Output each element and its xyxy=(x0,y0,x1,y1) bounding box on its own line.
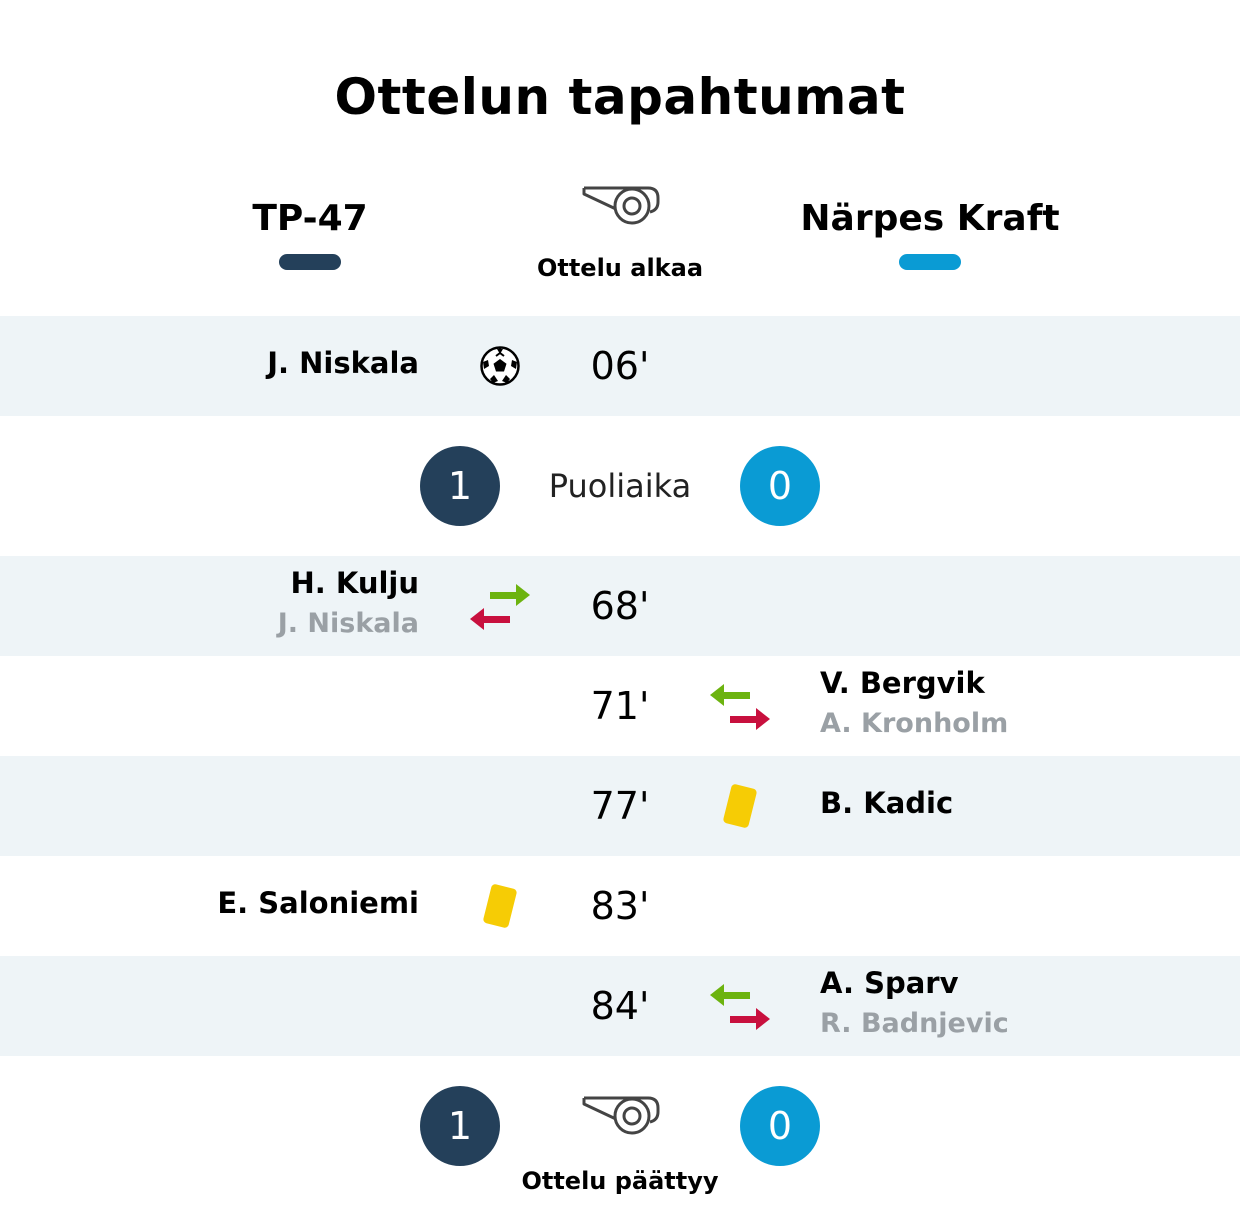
player-name: E. Saloniemi xyxy=(217,886,419,920)
event-minute: 06' xyxy=(590,344,650,388)
yellow-card-icon xyxy=(723,784,757,828)
away-team-name: Närpes Kraft xyxy=(800,198,1060,239)
match-end-label: Ottelu päättyy xyxy=(521,1167,719,1195)
player-in-name: H. Kulju xyxy=(290,566,419,600)
event-minute: 77' xyxy=(590,784,650,828)
halftime-away-score: 0 xyxy=(740,446,820,526)
page-title: Ottelun tapahtumat xyxy=(334,68,906,126)
player-in-name: A. Sparv xyxy=(820,966,959,1000)
player-out-name: J. Niskala xyxy=(277,608,419,639)
player-in-name: V. Bergvik xyxy=(820,666,985,700)
event-minute: 84' xyxy=(590,984,650,1028)
final-away-score: 0 xyxy=(740,1086,820,1166)
event-minute: 83' xyxy=(590,884,650,928)
substitution-icon xyxy=(710,684,770,730)
yellow-card-icon xyxy=(483,884,517,928)
event-row: 71' V. Bergvik A. Kronholm xyxy=(0,656,1240,756)
player-out-name: R. Badnjevic xyxy=(820,1008,1009,1039)
player-name: J. Niskala xyxy=(267,346,419,380)
soccer-ball-icon xyxy=(480,346,520,386)
whistle-icon xyxy=(582,186,660,225)
event-row: J. Niskala 06' xyxy=(0,316,1240,416)
event-row: H. Kulju J. Niskala 68' xyxy=(0,556,1240,656)
event-row: 84' A. Sparv R. Badnjevic xyxy=(0,956,1240,1056)
player-out-name: A. Kronholm xyxy=(820,708,1009,739)
substitution-icon xyxy=(710,984,770,1030)
player-name: B. Kadic xyxy=(820,786,954,820)
final-home-score: 1 xyxy=(420,1086,500,1166)
halftime-home-score: 1 xyxy=(420,446,500,526)
home-team-color-bar xyxy=(279,254,341,270)
event-minute: 71' xyxy=(590,684,650,728)
event-row: 77' B. Kadic xyxy=(0,756,1240,856)
whistle-icon xyxy=(582,1096,660,1135)
event-minute: 68' xyxy=(590,584,650,628)
away-team-color-bar xyxy=(899,254,961,270)
halftime-label: Puoliaika xyxy=(548,467,692,505)
match-start-label: Ottelu alkaa xyxy=(536,254,704,282)
home-team-name: TP-47 xyxy=(252,198,368,239)
substitution-icon xyxy=(470,584,530,630)
event-row: E. Saloniemi 83' xyxy=(0,856,1240,956)
